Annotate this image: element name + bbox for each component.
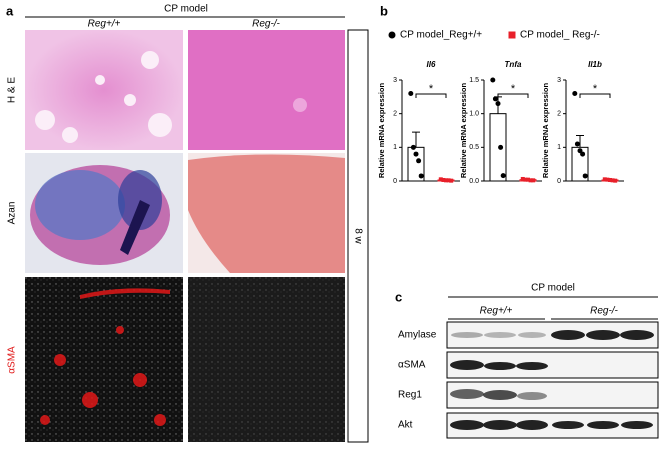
- point: [520, 176, 525, 181]
- column-label: Reg+/+: [480, 306, 513, 317]
- column-label: Reg-/-: [590, 306, 618, 317]
- legend-symbol: [508, 31, 516, 39]
- panel-label: a: [6, 3, 14, 18]
- point: [441, 177, 446, 182]
- y-tick-label: 2: [557, 111, 561, 118]
- y-tick-label: 1.0: [469, 111, 479, 118]
- time-label: 8 w: [352, 228, 363, 244]
- group-label: CP model: [164, 4, 208, 15]
- point: [574, 141, 580, 147]
- error-bar: [412, 131, 420, 148]
- point: [613, 178, 618, 183]
- point: [602, 177, 607, 182]
- tissue: [30, 165, 170, 265]
- chart-title: Il1b: [588, 60, 602, 69]
- point: [580, 151, 586, 157]
- chart-title: Tnfa: [505, 60, 522, 69]
- y-tick-label: 0: [393, 178, 397, 185]
- chart-title: Il6: [427, 60, 436, 69]
- point: [446, 178, 451, 183]
- y-tick-label: 1: [393, 144, 397, 151]
- point: [410, 144, 416, 150]
- point: [528, 178, 533, 183]
- bands: [450, 330, 654, 430]
- row-label: Amylase: [398, 330, 437, 341]
- point: [572, 90, 578, 96]
- stain: [188, 277, 345, 442]
- point: [610, 178, 615, 183]
- annotation: *: [593, 83, 598, 95]
- group-label: CP model: [531, 283, 575, 294]
- y-tick-label: 3: [393, 77, 397, 84]
- annotation: *: [429, 83, 434, 95]
- islet: [293, 98, 307, 112]
- point: [492, 96, 498, 102]
- point: [605, 177, 610, 182]
- tissue-spaces: [35, 51, 172, 143]
- point: [418, 173, 424, 179]
- point: [523, 177, 528, 182]
- stain: [40, 288, 170, 426]
- y-tick-label: 0: [557, 178, 561, 185]
- point: [531, 178, 536, 183]
- row-label: Akt: [398, 420, 413, 431]
- error-bar: [576, 135, 584, 148]
- y-tick-label: 1.5: [469, 77, 479, 84]
- annotation: *: [511, 83, 516, 95]
- y-tick-label: 2: [393, 111, 397, 118]
- y-axis-label: Relative mRNA expression: [541, 83, 550, 179]
- point: [500, 173, 506, 179]
- y-axis-label: Relative mRNA expression: [459, 83, 468, 179]
- significance-bracket: [497, 93, 529, 98]
- time-box: [347, 29, 369, 443]
- point: [449, 178, 454, 183]
- stain: [25, 277, 183, 442]
- y-tick-label: 0.5: [469, 144, 479, 151]
- point: [495, 101, 501, 107]
- legend-label: CP model_Reg+/+: [400, 30, 482, 41]
- point: [577, 148, 583, 154]
- row-label: Azan: [7, 202, 18, 225]
- blot-frames: [446, 321, 659, 439]
- point: [490, 77, 496, 83]
- legend-label: CP model_ Reg-/-: [520, 30, 600, 41]
- y-tick-label: 1: [557, 144, 561, 151]
- charts: CP model_Reg+/+ CP model_ Reg-/- 0 1 2 3 Relat…: [377, 30, 624, 185]
- row-label: H & E: [7, 77, 18, 103]
- tissue: [188, 154, 345, 273]
- y-axis-label: Relative mRNA expression: [377, 83, 386, 179]
- column-label: Reg-/-: [252, 19, 280, 30]
- point: [582, 173, 588, 179]
- point: [526, 177, 530, 182]
- column-label: Reg+/+: [88, 19, 121, 30]
- significance-bracket: [415, 93, 447, 98]
- point: [408, 90, 414, 96]
- point: [438, 177, 443, 182]
- significance-bracket: [579, 93, 611, 98]
- legend-symbol: [388, 31, 396, 39]
- point: [416, 158, 422, 164]
- point: [413, 151, 419, 157]
- point: [498, 144, 504, 150]
- row-label: αSMA: [398, 360, 426, 371]
- panel-label: b: [380, 3, 388, 18]
- point: [608, 177, 612, 182]
- row-label: αSMA: [7, 346, 18, 374]
- point: [444, 178, 448, 183]
- row-label: Reg1: [398, 390, 422, 401]
- y-tick-label: 0.0: [469, 178, 479, 185]
- bar: [489, 113, 507, 182]
- micrograph: [188, 30, 345, 150]
- y-tick-label: 3: [557, 77, 561, 84]
- panel-label: c: [395, 289, 402, 304]
